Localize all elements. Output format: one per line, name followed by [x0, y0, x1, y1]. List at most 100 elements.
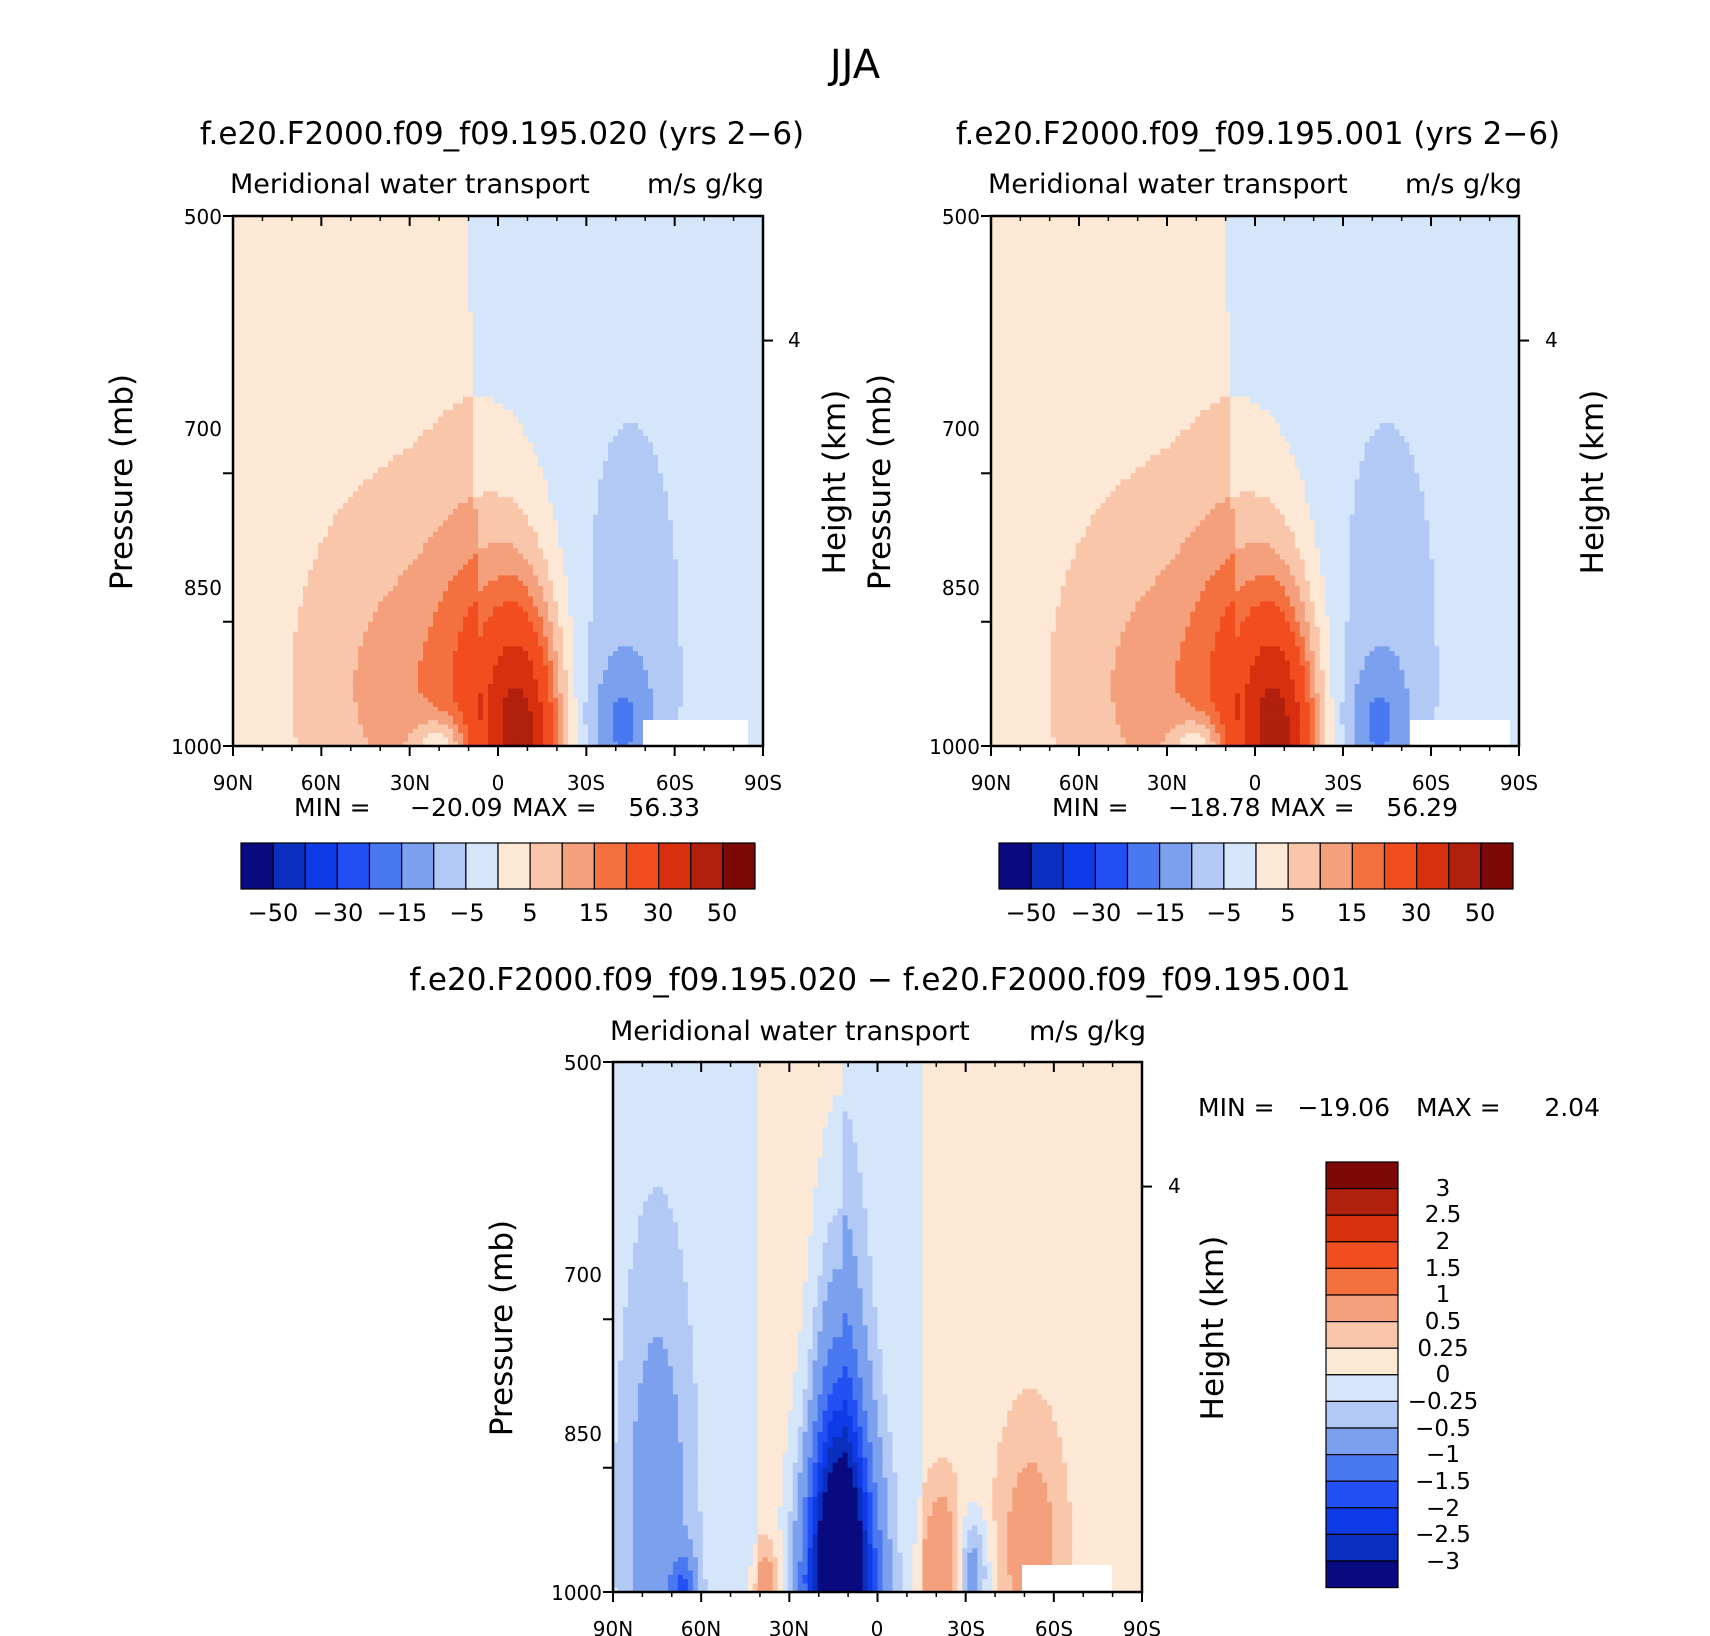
panel-1-cell	[528, 390, 534, 398]
panel-1-cell	[353, 429, 359, 437]
panel-1-cell	[318, 257, 324, 266]
panel-1-cell	[463, 341, 469, 349]
panel-1-cell	[513, 514, 519, 521]
panel-1-cell	[338, 403, 344, 411]
panel-1-cell	[678, 281, 684, 290]
panel-1-cell	[518, 503, 524, 510]
panel-1-cell	[748, 341, 754, 349]
panel-1-cell	[348, 383, 354, 391]
panel-1-cell	[253, 341, 259, 349]
panel-1-cell	[383, 508, 389, 516]
panel-1-cell	[758, 355, 764, 364]
panel-1-cell	[258, 497, 264, 504]
panel-1-cell	[458, 232, 464, 242]
panel-1: f.e20.F2000.f09_f09.195.020 (yrs 2−6) Me…	[104, 116, 853, 927]
panel-1-cell	[668, 216, 674, 226]
panel-1-cell	[403, 390, 409, 398]
panel-1-cell	[473, 396, 479, 405]
panel-1-cell	[698, 355, 704, 364]
panel-1-cell	[683, 369, 689, 377]
panel-1-cell	[348, 232, 354, 242]
panel-1-cell	[448, 390, 454, 398]
panel-1-cell	[748, 448, 754, 456]
panel-1-cell	[533, 467, 539, 474]
panel-1-cell	[268, 273, 274, 282]
panel-1-cell	[343, 341, 349, 349]
panel-1-cell	[303, 473, 309, 480]
panel-1-cell	[503, 514, 509, 521]
panel-1-cell	[498, 442, 504, 450]
panel-1-cell	[663, 355, 669, 364]
panel-1-cell	[533, 396, 539, 405]
panel-1-cell	[703, 265, 709, 274]
panel-1-cell	[578, 473, 584, 480]
panel-1-cell	[548, 383, 554, 391]
panel-1-cell	[363, 403, 369, 411]
panel-1-cell	[373, 454, 379, 462]
panel-1-cell	[288, 249, 294, 258]
panel-1-cell	[643, 526, 649, 533]
panel-1-cell	[703, 410, 709, 418]
panel-1-cell	[293, 319, 299, 328]
panel-1-cell	[503, 224, 509, 234]
panel-1-cell	[678, 508, 684, 516]
panel-1-cell	[378, 333, 384, 342]
panel-1-cell	[633, 403, 639, 411]
panel-1-cell	[633, 454, 639, 462]
panel-1-cell	[373, 503, 379, 510]
panel-1-cell	[448, 479, 454, 486]
panel-1-cell	[258, 257, 264, 266]
panel-1-cell	[438, 435, 444, 443]
panel-1-cell	[533, 257, 539, 266]
panel-1-cell	[728, 257, 734, 266]
panel-1-cell	[608, 520, 614, 527]
panel-1-cell	[323, 376, 329, 384]
panel-1-cell	[263, 383, 269, 391]
panel-1-cell	[518, 383, 524, 391]
panel-1-cell	[678, 423, 684, 431]
panel-1-cell	[488, 485, 494, 492]
panel-1-cell	[393, 491, 399, 498]
panel-1-cell	[243, 273, 249, 282]
panel-1-cell	[688, 341, 694, 349]
panel-1-cell	[663, 216, 669, 226]
panel-1-cell	[268, 383, 274, 391]
panel-1-cell	[413, 403, 419, 411]
panel-1-cell	[373, 281, 379, 290]
panel-1-cell	[278, 355, 284, 364]
panel-1-cell	[268, 257, 274, 266]
panel-1-cell	[648, 526, 654, 533]
panel-1-cell	[243, 304, 249, 313]
panel-1-cell	[523, 326, 529, 335]
panel-1-cell	[673, 288, 679, 298]
panel-1-cell	[443, 304, 449, 313]
panel-1-cell	[603, 467, 609, 474]
panel-1-cell	[303, 503, 309, 510]
panel-1-cell	[288, 296, 294, 305]
panel-1-cell	[413, 497, 419, 504]
panel-1-cell	[353, 257, 359, 266]
panel-1-cell	[503, 491, 509, 498]
panel-1-cell	[748, 319, 754, 328]
panel-1-cell	[503, 333, 509, 342]
panel-1-cell	[673, 311, 679, 320]
panel-1-cell	[648, 241, 654, 250]
panel-1-cell	[533, 362, 539, 371]
panel-1-cell	[588, 491, 594, 498]
panel-1-cell	[583, 497, 589, 504]
panel-1-cell	[438, 333, 444, 342]
panel-1-cell	[713, 311, 719, 320]
panel-1-cell	[538, 341, 544, 349]
panel-1-cell	[753, 355, 759, 364]
panel-1-cell	[698, 376, 704, 384]
panel-1-cell	[428, 265, 434, 274]
panel-1-cell	[668, 333, 674, 342]
panel-1-cell	[428, 257, 434, 266]
panel-1-cell	[303, 281, 309, 290]
panel-1-cell	[693, 281, 699, 290]
panel-1-cell	[428, 429, 434, 437]
panel-1-cell	[723, 520, 729, 527]
panel-1-cell	[663, 473, 669, 480]
panel-1-cell	[558, 423, 564, 431]
panel-1-cell	[348, 467, 354, 474]
